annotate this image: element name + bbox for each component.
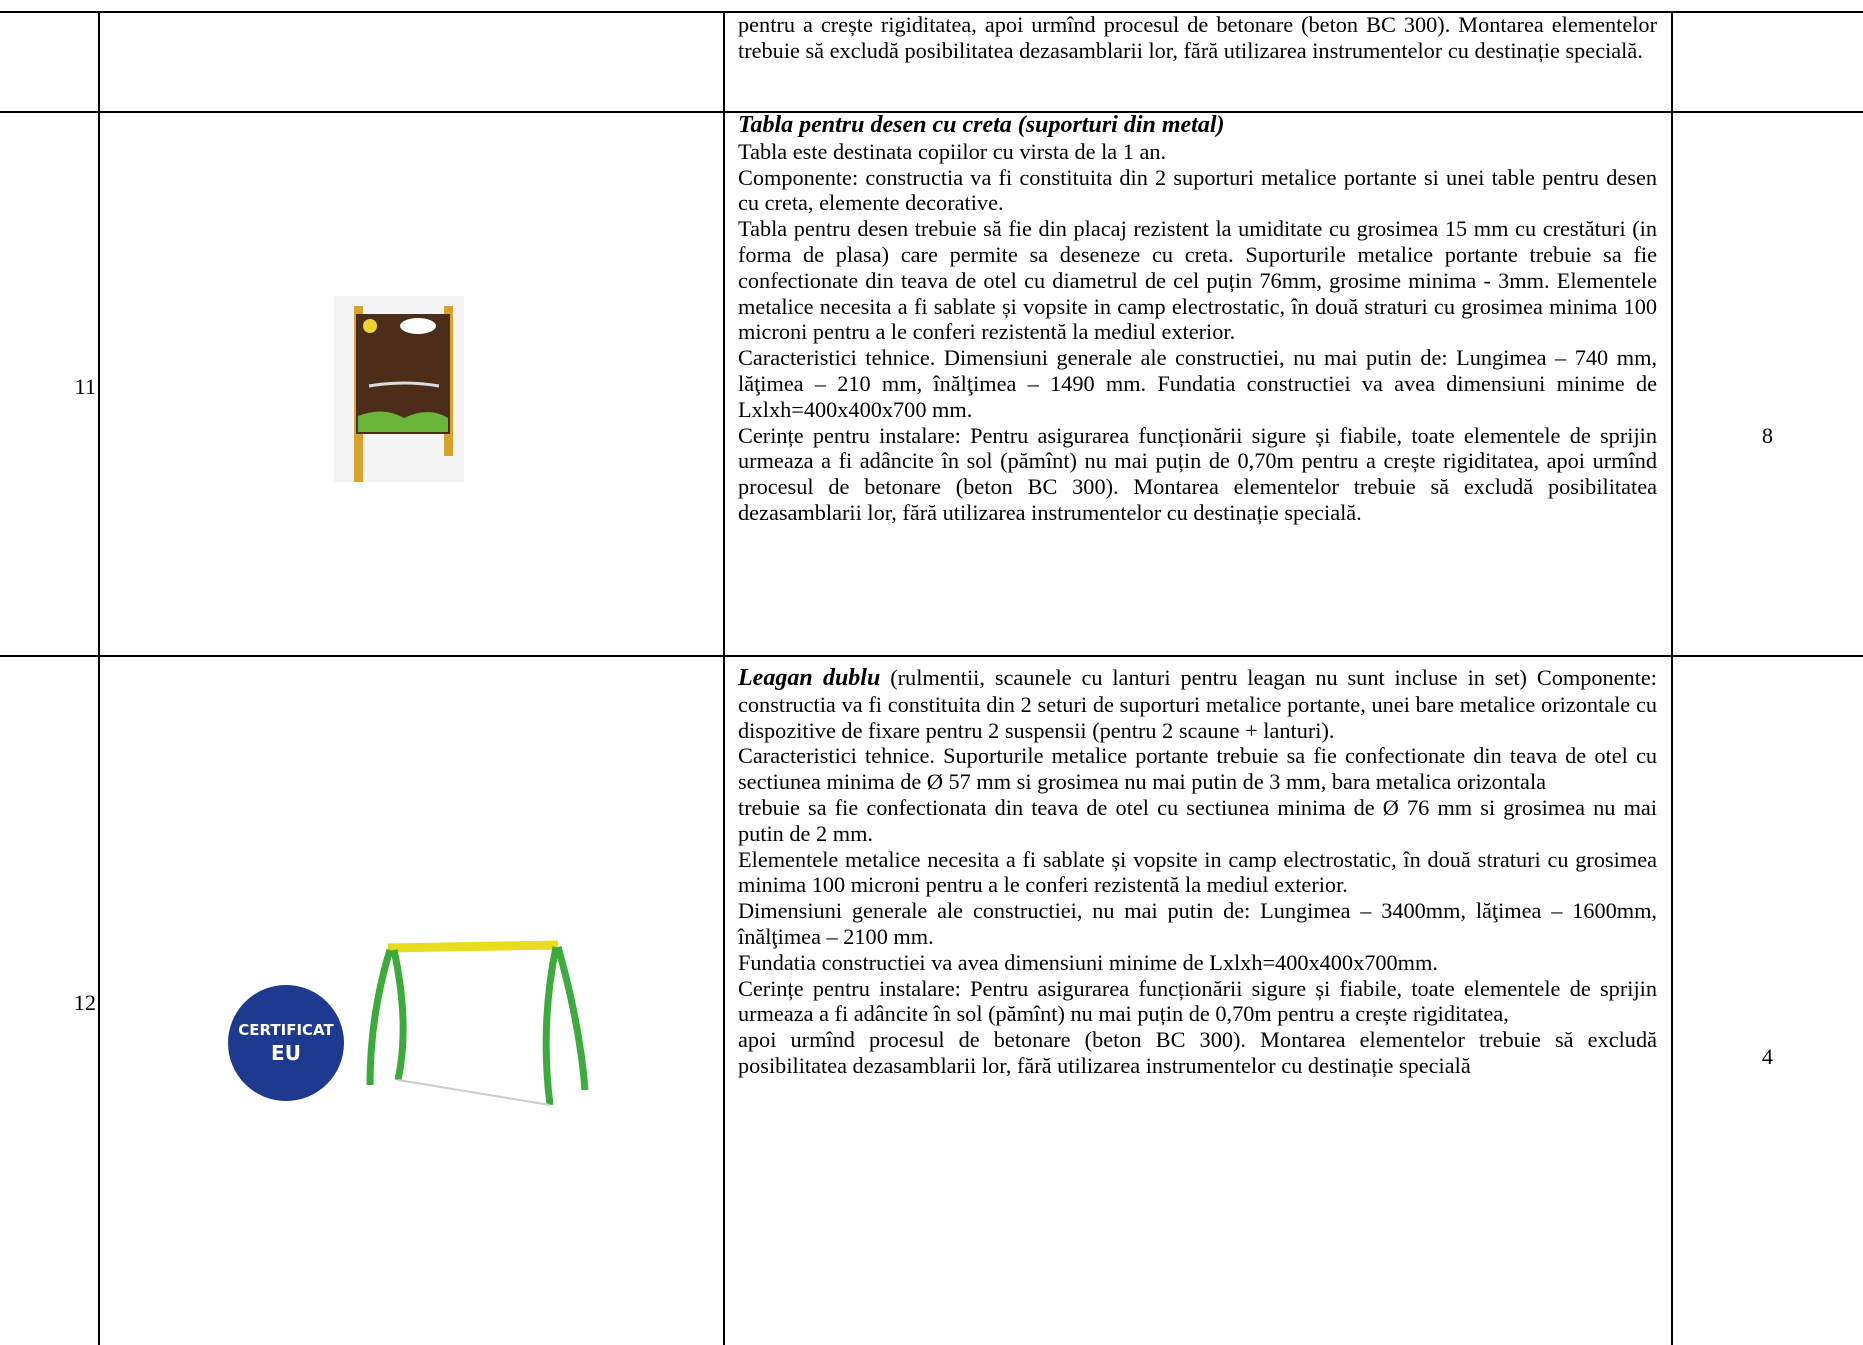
quantity: 8 — [1761, 423, 1774, 448]
badge-text: CERTIFICAT — [238, 1021, 334, 1039]
rule — [0, 111, 1863, 113]
swing-image: CERTIFICAT EU — [228, 940, 589, 1106]
badge-text: EU — [271, 1041, 301, 1065]
description: Leagan dublu (rulmentii, scaunele cu lan… — [738, 665, 1657, 1079]
paragraph: trebuie sa fie confectionata din teava d… — [738, 794, 1657, 846]
row-number: 12 — [73, 990, 96, 1015]
item-title: Tabla pentru desen cu creta (suporturi d… — [738, 112, 1225, 138]
paragraph: pentru a crește rigiditatea, apoi urmînd… — [738, 12, 1657, 63]
description: Tabla pentru desen cu creta (suporturi d… — [738, 112, 1657, 526]
paragraph: Caracteristici tehnice. Dimensiuni gener… — [738, 345, 1657, 422]
paragraph: Leagan dublu (rulmentii, scaunele cu lan… — [738, 665, 1657, 743]
paragraph: Cerințe pentru instalare: Pentru asigura… — [738, 975, 1657, 1027]
paragraph: Tabla este destinata copiilor cu virsta … — [738, 138, 1167, 164]
paragraph: Cerințe pentru instalare: Pentru asigura… — [738, 422, 1657, 525]
paragraph: Tabla pentru desen trebuie să fie din pl… — [738, 216, 1657, 345]
item-title: Leagan dublu — [738, 665, 881, 691]
item-text: (rulmentii, scaunele cu lanturi pentru l… — [738, 665, 1657, 743]
paragraph: Dimensiuni generale ale constructiei, nu… — [738, 898, 1657, 949]
row-number: 11 — [74, 374, 96, 399]
paragraph: Componente: constructia va fi constituit… — [738, 164, 1657, 216]
rule — [723, 11, 725, 1345]
rule — [1671, 11, 1673, 1345]
paragraph: Elementele metalice necesita a fi sablat… — [738, 846, 1657, 898]
rule — [98, 11, 100, 1345]
paragraph: Tabla pentru desen cu creta (suporturi d… — [738, 112, 1657, 139]
paragraph: apoi urmînd procesul de betonare (beton … — [738, 1027, 1657, 1078]
paragraph: Caracteristici tehnice. Suporturile meta… — [738, 743, 1657, 795]
rule — [0, 655, 1863, 657]
quantity: 4 — [1761, 1044, 1774, 1069]
rule — [0, 11, 1863, 13]
description: pentru a crește rigiditatea, apoi urmînd… — [738, 12, 1657, 64]
paragraph: Fundatia constructiei va avea dimensiuni… — [738, 949, 1438, 975]
chalkboard-image — [334, 296, 464, 482]
